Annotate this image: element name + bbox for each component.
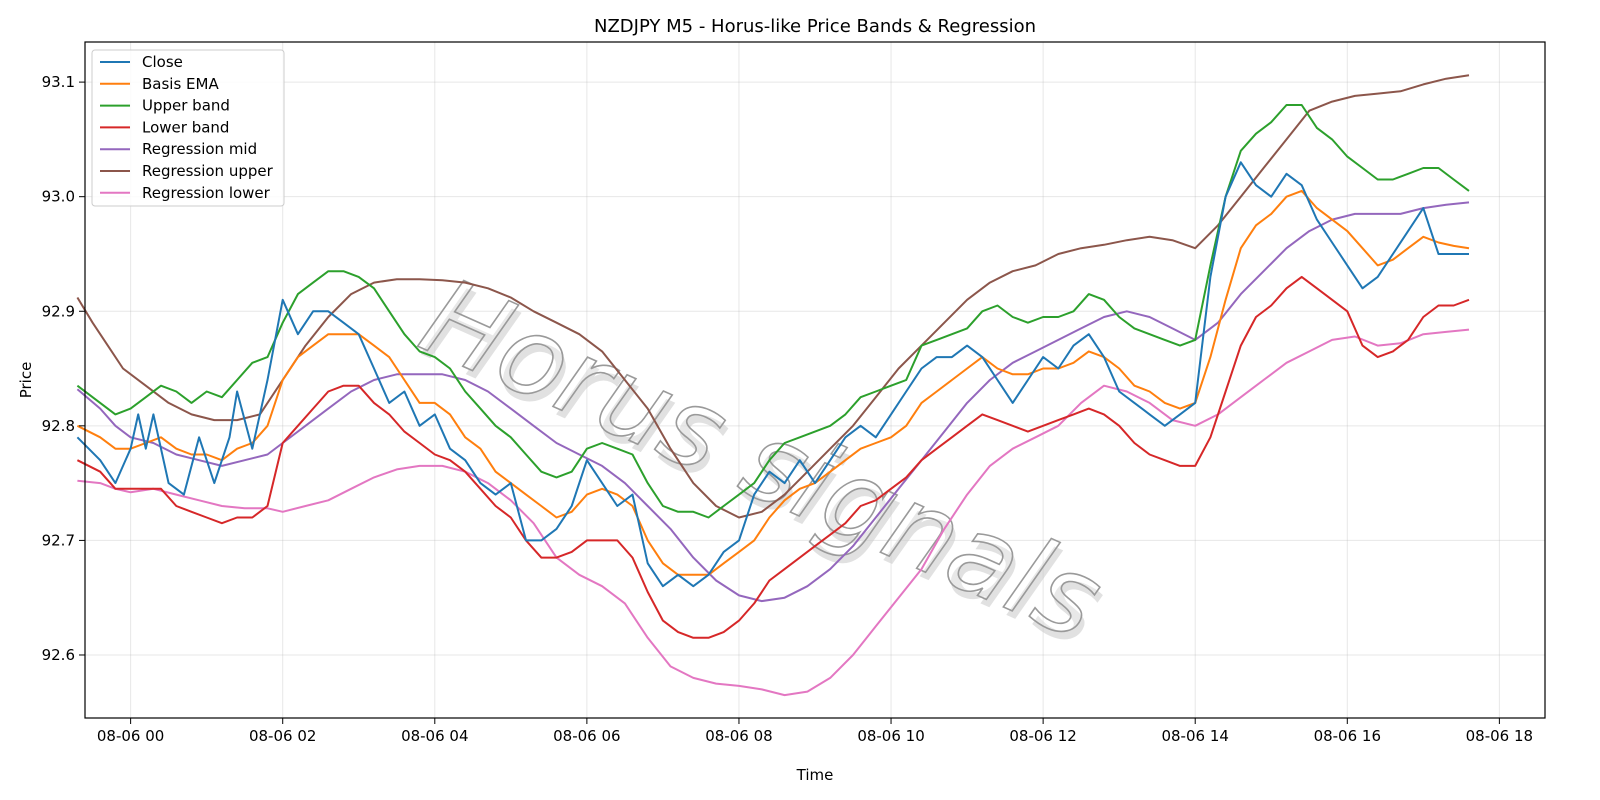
y-tick-label: 92.7 — [42, 531, 75, 549]
x-tick-label: 08-06 04 — [401, 727, 468, 745]
y-tick-label: 93.0 — [42, 188, 75, 206]
series-line-upper-band — [76, 104, 1470, 519]
legend-label: Lower band — [142, 118, 229, 136]
y-tick-label: 92.6 — [42, 646, 75, 664]
legend-label: Close — [142, 53, 183, 71]
legend-box — [91, 49, 285, 207]
x-axis: 08-06 00 08-06 02 08-06 04 08-06 06 08-06 08… — [97, 718, 1533, 745]
x-tick-label: 08-06 12 — [1009, 727, 1076, 745]
chart-title: NZDJPY M5 - Horus-like Price Bands & Reg… — [594, 16, 1036, 37]
x-tick-label: 08-06 08 — [705, 727, 772, 745]
plot-frame — [84, 41, 1546, 719]
legend-label: Regression mid — [142, 140, 257, 158]
y-axis: 92.6 92.7 92.8 92.9 93.0 93.1 — [42, 73, 85, 664]
x-tick-label: 08-06 06 — [553, 727, 620, 745]
x-tick-label: 08-06 18 — [1466, 727, 1533, 745]
legend-label: Regression lower — [142, 184, 271, 202]
series-line-regression-lower — [77, 328, 1470, 697]
series-layer — [76, 74, 1470, 697]
x-tick-label: 08-06 00 — [97, 727, 164, 745]
x-tick-label: 08-06 14 — [1161, 727, 1228, 745]
x-axis-title: Time — [796, 766, 834, 784]
y-tick-label: 93.1 — [42, 73, 75, 91]
legend-label: Basis EMA — [142, 75, 219, 93]
series-line-regression-mid — [76, 201, 1470, 603]
x-tick-label: 08-06 10 — [857, 727, 924, 745]
y-axis-title: Price — [17, 362, 35, 399]
legend-label: Upper band — [142, 97, 230, 115]
x-tick-label: 08-06 02 — [249, 727, 316, 745]
series-line-lower-band — [76, 275, 1470, 639]
grid — [85, 42, 1545, 718]
series-line-basis-ema — [76, 189, 1470, 576]
x-tick-label: 08-06 16 — [1314, 727, 1381, 745]
series-line-close — [76, 161, 1469, 588]
legend-label: Regression upper — [142, 162, 274, 180]
y-tick-label: 92.8 — [42, 417, 75, 435]
legend: Close Basis EMA Upper band Lower band Regres… — [91, 49, 285, 207]
y-tick-label: 92.9 — [42, 302, 75, 320]
